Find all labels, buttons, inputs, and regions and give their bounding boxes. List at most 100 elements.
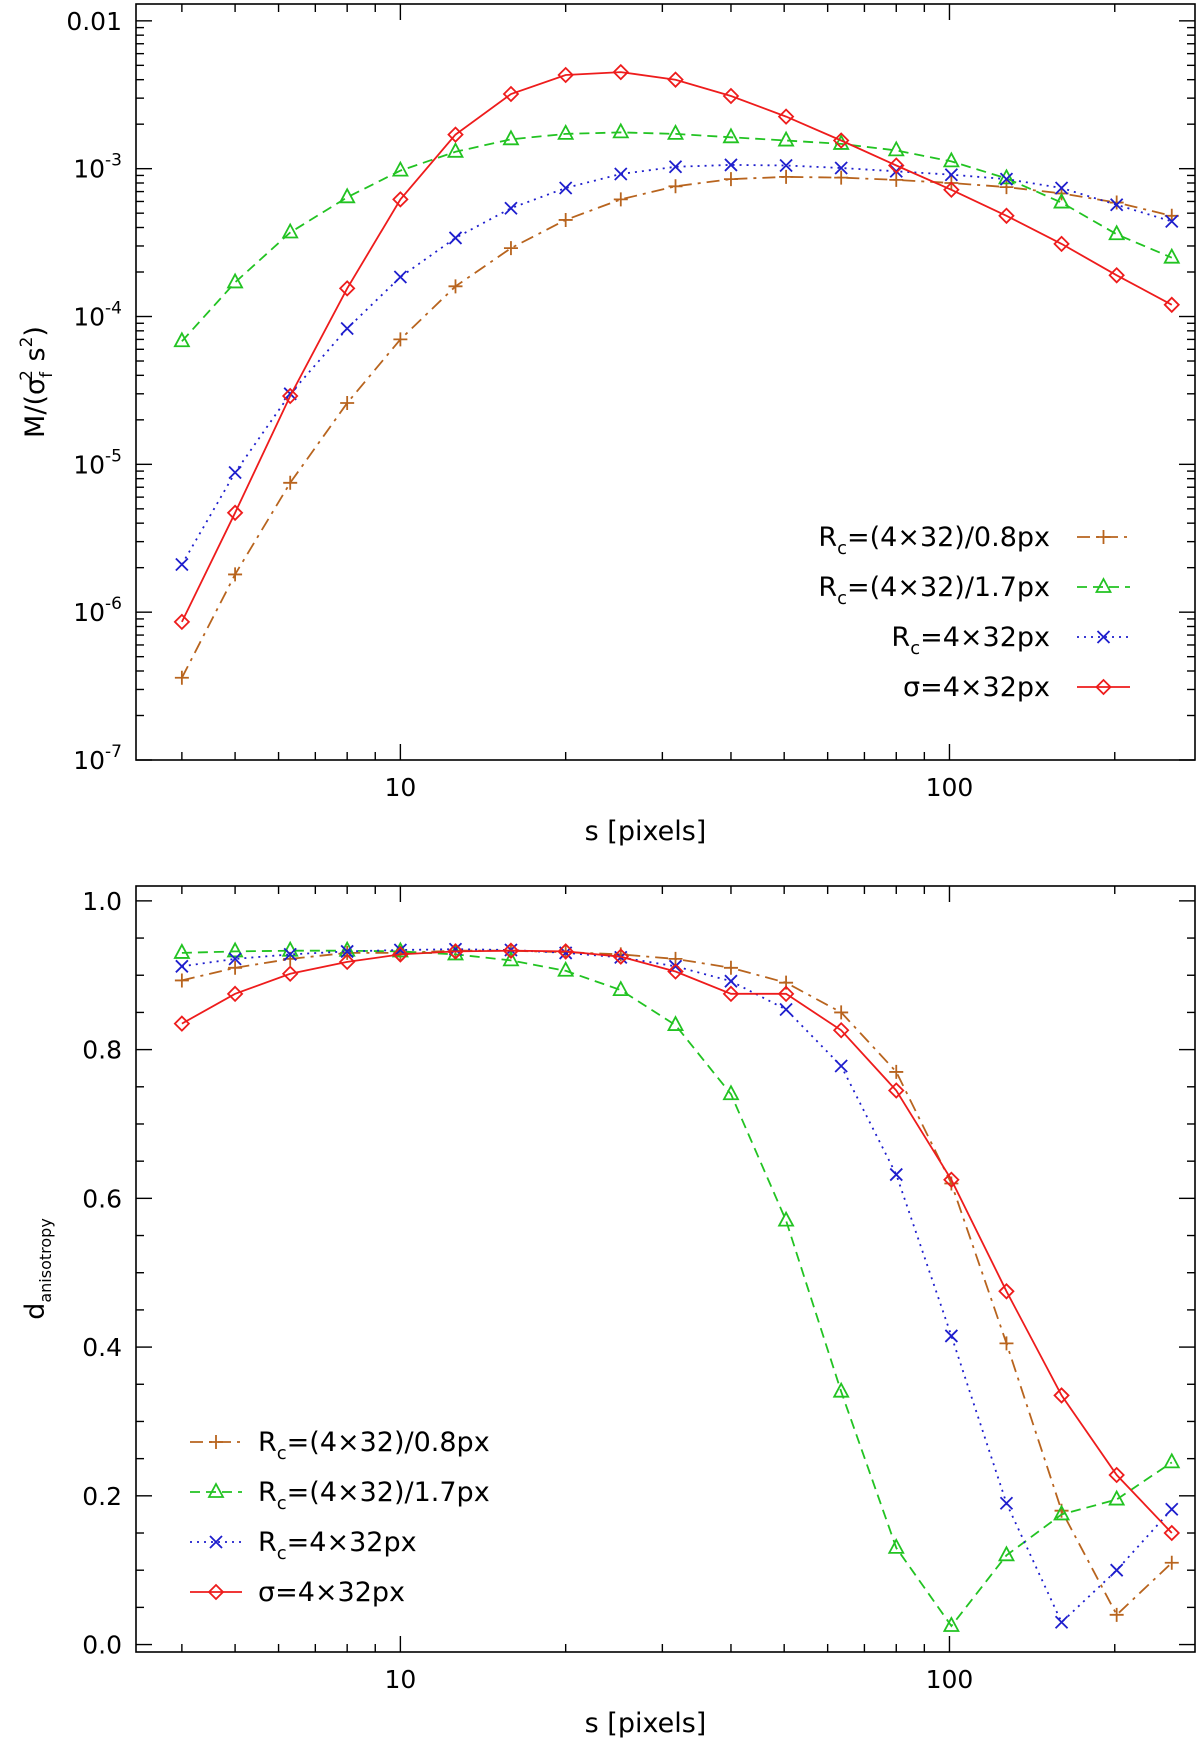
diamond-point bbox=[667, 71, 684, 88]
bottom-y-axis-label: danisotropy bbox=[20, 1218, 55, 1320]
y-tick-label-0-01: 0.01 bbox=[66, 7, 122, 36]
legend-label: Rc=(4×32)/1.7px bbox=[258, 1477, 490, 1514]
plus-point bbox=[779, 169, 794, 184]
diamond-point bbox=[281, 387, 299, 405]
cross-point bbox=[559, 181, 573, 195]
cross-point bbox=[228, 952, 242, 966]
cross-point bbox=[448, 231, 463, 245]
legend-label: Rc=(4×32)/0.8px bbox=[258, 1427, 490, 1464]
series-line bbox=[181, 949, 1173, 1534]
triangle-point bbox=[1163, 247, 1181, 264]
series-line bbox=[181, 131, 1173, 342]
cross-point bbox=[175, 557, 189, 572]
legend-label: σ=4×32px bbox=[258, 1577, 405, 1608]
triangle-point bbox=[391, 160, 409, 177]
cross-point bbox=[944, 1329, 959, 1343]
cross-point bbox=[614, 167, 628, 181]
triangle-point bbox=[777, 130, 795, 147]
plus-point bbox=[228, 960, 243, 975]
diamond-point bbox=[226, 985, 244, 1003]
plus-point bbox=[393, 332, 408, 347]
diamond-point bbox=[943, 181, 960, 199]
diamond-point bbox=[557, 943, 574, 960]
plus-point bbox=[613, 192, 628, 207]
diamond-point bbox=[667, 963, 684, 980]
diamond-point bbox=[226, 504, 244, 522]
bottom-y-axis-ticks bbox=[136, 900, 1195, 1646]
plus-point bbox=[723, 960, 738, 975]
triangle-point bbox=[502, 129, 520, 146]
triangle-point bbox=[887, 140, 905, 157]
diamond-point bbox=[338, 953, 356, 971]
triangle-point bbox=[1053, 192, 1071, 209]
cross-point bbox=[393, 270, 408, 284]
plus-point bbox=[448, 279, 463, 294]
series-rc-4-32-1-7px bbox=[173, 122, 1181, 348]
plus-point bbox=[283, 475, 298, 490]
triangle-point bbox=[832, 1381, 850, 1398]
legend-entry-rc-4-32-1-7px: Rc=(4×32)/1.7px bbox=[818, 572, 1130, 609]
cross-point bbox=[944, 168, 959, 182]
triangle-point bbox=[942, 1616, 960, 1632]
triangle-point bbox=[777, 1210, 795, 1227]
legend-marker bbox=[1095, 678, 1112, 696]
diamond-point bbox=[281, 965, 299, 983]
diamond-point bbox=[998, 1283, 1015, 1300]
diamond-point bbox=[392, 946, 409, 963]
diamond-point bbox=[612, 63, 630, 81]
plus-point bbox=[503, 241, 518, 256]
legend-marker bbox=[207, 1482, 225, 1498]
legend-entry-rc-4-32-1-7px: Rc=(4×32)/1.7px bbox=[190, 1477, 490, 1514]
diamond-point bbox=[447, 126, 464, 143]
diamond-point bbox=[943, 1171, 960, 1189]
diamond-point bbox=[777, 985, 795, 1003]
cross-point bbox=[779, 158, 793, 173]
diamond-point bbox=[777, 108, 795, 125]
cross-point bbox=[175, 959, 189, 973]
series-line bbox=[181, 71, 1173, 623]
cross-point bbox=[1165, 1502, 1179, 1516]
legend-label: Rc=(4×32)/1.7px bbox=[818, 572, 1050, 609]
triangle-point bbox=[612, 980, 630, 997]
triangle-point bbox=[722, 1084, 740, 1101]
plus-point bbox=[834, 170, 849, 185]
y-tick-label-0-8: 0.8 bbox=[82, 1036, 122, 1065]
triangle-point bbox=[502, 950, 520, 967]
cross-point bbox=[724, 974, 738, 988]
diamond-point bbox=[1163, 296, 1181, 314]
plus-point bbox=[999, 1336, 1014, 1351]
diamond-point bbox=[447, 943, 464, 960]
triangle-point bbox=[722, 127, 740, 144]
legend-marker bbox=[1094, 577, 1113, 593]
triangle-point bbox=[226, 941, 244, 958]
diamond-point bbox=[722, 985, 740, 1003]
y-tick-label-10-3: 10-3 bbox=[73, 151, 122, 184]
diamond-point bbox=[1163, 1524, 1181, 1542]
bottom-panel-anisotropy: 10 100 0.0 0.2 0.4 0.6 0.8 1.0 s [pixels] danisot… bbox=[20, 885, 1196, 1739]
cross-point bbox=[1165, 214, 1179, 229]
top-y-axis-ticks bbox=[136, 20, 1195, 761]
cross-point bbox=[1054, 1615, 1069, 1629]
plus-point bbox=[668, 179, 683, 194]
cross-point bbox=[779, 1002, 793, 1017]
triangle-point bbox=[1053, 1504, 1071, 1521]
triangle-point bbox=[997, 1545, 1015, 1562]
legend-marker bbox=[1096, 630, 1111, 644]
cross-point bbox=[999, 172, 1014, 186]
triangle-point bbox=[612, 122, 630, 139]
diamond-point bbox=[1053, 235, 1070, 253]
triangle-point bbox=[1163, 1452, 1181, 1469]
diamond-point bbox=[1108, 267, 1125, 284]
legend-label: Rc=(4×32)/0.8px bbox=[818, 522, 1050, 559]
triangle-point bbox=[666, 123, 685, 140]
legend-label: Rc=4×32px bbox=[258, 1527, 417, 1564]
triangle-point bbox=[338, 187, 356, 204]
top-plot-frame bbox=[135, 3, 1196, 761]
legend-marker bbox=[1096, 530, 1111, 544]
plus-point bbox=[889, 172, 904, 187]
cross-point bbox=[834, 161, 848, 175]
triangle-point bbox=[1108, 1489, 1126, 1506]
cross-point bbox=[340, 321, 354, 336]
y-tick-label-0-6: 0.6 bbox=[82, 1184, 122, 1213]
